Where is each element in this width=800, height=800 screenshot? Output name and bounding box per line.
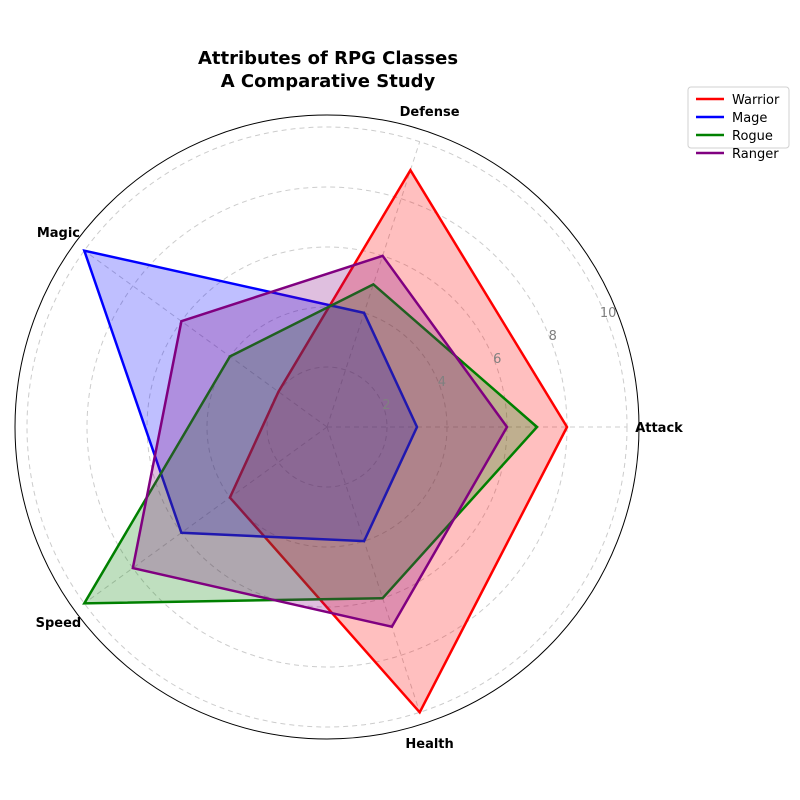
- tick-label-6: 6: [493, 352, 501, 367]
- grid-spoke-speed: [84, 426, 328, 604]
- legend-label-warrior: Warrior: [732, 93, 780, 108]
- tick-label-10: 10: [600, 306, 617, 321]
- legend-label-ranger: Ranger: [732, 147, 779, 162]
- category-label-attack: Attack: [635, 421, 683, 436]
- series-area-mage: [84, 250, 417, 542]
- grid-ring-2: [266, 366, 388, 488]
- polar-frame: [14, 114, 640, 740]
- radial-tick-labels: 2 4 6 8 10: [382, 306, 616, 413]
- category-label-defense: Defense: [400, 105, 460, 120]
- legend-box: [687, 86, 790, 149]
- grid-spoke-magic: [84, 250, 328, 428]
- series-area-rogue: [84, 284, 537, 604]
- chart-title-line-1: Attributes of RPG Classes: [198, 48, 458, 69]
- series-line-ranger: [131, 254, 509, 629]
- chart-title: Attributes of RPG Classes A Comparative …: [198, 48, 458, 92]
- series-area-ranger: [132, 255, 507, 627]
- series-area-warrior: [229, 170, 568, 713]
- legend-label-rogue: Rogue: [732, 129, 773, 144]
- tick-label-8: 8: [549, 329, 557, 344]
- category-label-speed: Speed: [36, 616, 82, 631]
- series-line-warrior: [228, 167, 569, 715]
- grid-spoke-defense: [326, 141, 421, 428]
- series-line-mage: [82, 248, 419, 543]
- tick-label-4: 4: [438, 375, 446, 390]
- radar-series: [82, 167, 569, 715]
- category-label-health: Health: [405, 737, 453, 752]
- chart-title-line-2: A Comparative Study: [221, 71, 436, 92]
- tick-label-2: 2: [382, 398, 390, 413]
- legend-label-mage: Mage: [732, 111, 767, 126]
- series-line-rogue: [82, 282, 539, 605]
- grid-spoke-health: [326, 426, 421, 713]
- legend: Warrior Mage Rogue Ranger: [687, 86, 790, 162]
- category-label-magic: Magic: [37, 226, 80, 241]
- category-labels: Attack Defense Magic Speed Health: [36, 105, 684, 752]
